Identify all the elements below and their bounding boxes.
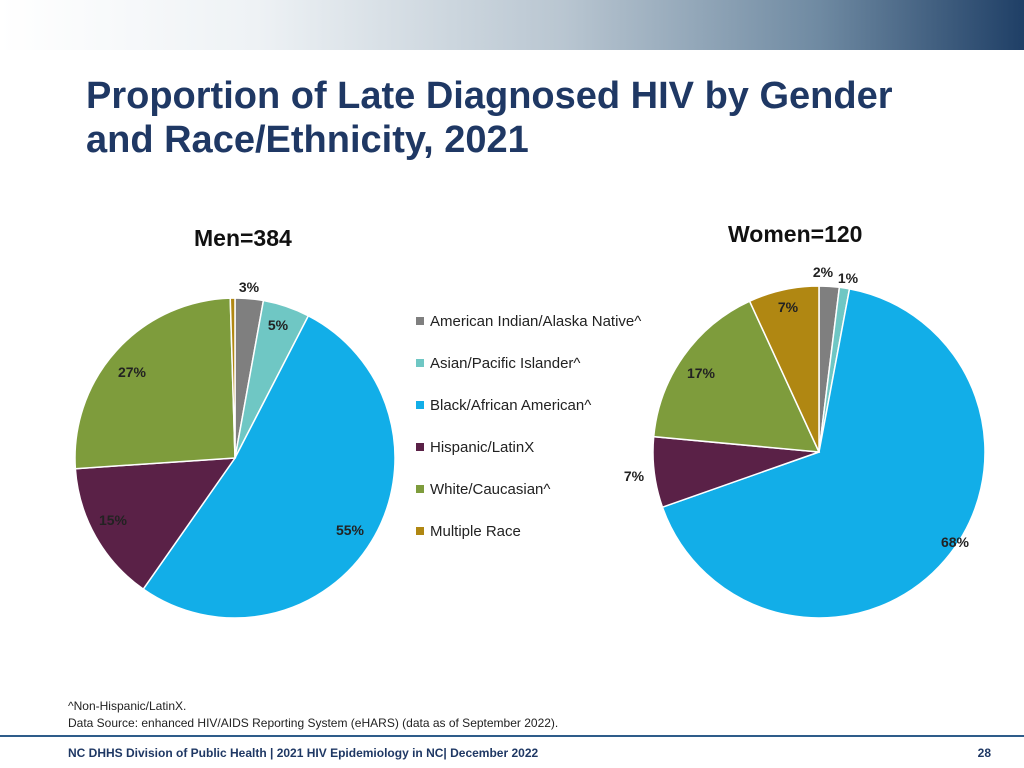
- data-label-white: 27%: [118, 364, 147, 380]
- legend-label: Multiple Race: [430, 522, 521, 540]
- footer-divider: [0, 735, 1024, 737]
- men-pie-chart: 3% 5% 55% 15% 27%: [74, 279, 396, 619]
- legend-item-asian-pacific: Asian/Pacific Islander^: [416, 342, 686, 384]
- data-label-black: 55%: [336, 522, 365, 538]
- women-pie-chart: 2% 1% 68% 7% 17% 7%: [624, 264, 986, 619]
- data-label-american-indian: 2%: [813, 264, 834, 280]
- data-label-white: 17%: [687, 365, 716, 381]
- pie-slice-multiple-race: [229, 297, 236, 459]
- legend-swatch: [416, 527, 424, 535]
- pie-slice-multiple-race: [748, 285, 820, 453]
- pie-slice-white: [74, 297, 236, 470]
- slide-title: Proportion of Late Diagnosed HIV by Gend…: [86, 75, 893, 161]
- legend-item-american-indian: American Indian/Alaska Native^: [416, 300, 686, 342]
- legend-item-white: White/Caucasian^: [416, 468, 686, 510]
- legend-swatch: [416, 485, 424, 493]
- pie-slice-black: [661, 287, 986, 619]
- men-pie-title: Men=384: [194, 225, 292, 251]
- data-label-asian-pacific: 1%: [838, 270, 859, 286]
- legend-label: Hispanic/LatinX: [430, 438, 535, 456]
- legend-label: White/Caucasian^: [430, 480, 551, 498]
- header-gradient-band: [0, 0, 1024, 50]
- legend-swatch: [416, 401, 424, 409]
- footer-text: NC DHHS Division of Public Health | 2021…: [68, 746, 539, 760]
- data-label-multiple-race: 7%: [778, 299, 799, 315]
- data-label-american-indian: 3%: [239, 279, 260, 295]
- legend-label: Asian/Pacific Islander^: [430, 354, 581, 372]
- legend-swatch: [416, 359, 424, 367]
- data-label-hispanic: 7%: [624, 468, 645, 484]
- legend-label: American Indian/Alaska Native^: [430, 312, 642, 330]
- legend-item-hispanic: Hispanic/LatinX: [416, 426, 686, 468]
- data-label-asian-pacific: 5%: [268, 317, 289, 333]
- pie-slice-white: [652, 300, 821, 453]
- chart-legend: American Indian/Alaska Native^ Asian/Pac…: [416, 300, 686, 552]
- pie-slice-hispanic: [74, 457, 237, 591]
- legend-item-multiple-race: Multiple Race: [416, 510, 686, 552]
- footnote-data-source: Data Source: enhanced HIV/AIDS Reporting…: [68, 716, 559, 730]
- women-pie-title: Women=120: [728, 221, 863, 247]
- data-label-hispanic: 15%: [99, 512, 128, 528]
- page-number: 28: [977, 746, 991, 760]
- legend-swatch: [416, 317, 424, 325]
- data-label-black: 68%: [941, 534, 970, 550]
- pie-slice-black: [142, 314, 396, 619]
- legend-swatch: [416, 443, 424, 451]
- legend-label: Black/African American^: [430, 396, 592, 414]
- footnote-non-hispanic: ^Non-Hispanic/LatinX.: [68, 699, 187, 713]
- legend-item-black: Black/African American^: [416, 384, 686, 426]
